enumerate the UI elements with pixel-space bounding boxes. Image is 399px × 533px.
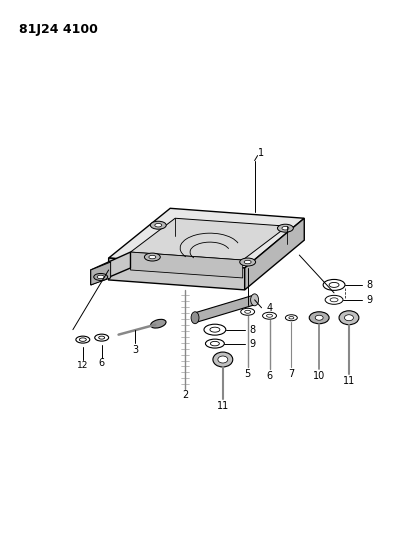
Ellipse shape — [263, 312, 277, 319]
Ellipse shape — [213, 352, 233, 367]
Ellipse shape — [79, 338, 86, 341]
Text: 7: 7 — [288, 369, 294, 379]
Polygon shape — [109, 208, 304, 268]
Ellipse shape — [267, 314, 273, 317]
Ellipse shape — [285, 315, 297, 321]
Ellipse shape — [329, 282, 339, 287]
Text: 6: 6 — [267, 372, 273, 382]
Polygon shape — [91, 252, 130, 285]
Ellipse shape — [309, 312, 329, 324]
Ellipse shape — [244, 260, 251, 264]
Text: 81J24 4100: 81J24 4100 — [19, 23, 98, 36]
Text: 4: 4 — [267, 303, 273, 313]
Ellipse shape — [210, 327, 220, 332]
Ellipse shape — [240, 258, 256, 266]
Ellipse shape — [339, 311, 359, 325]
Polygon shape — [130, 252, 243, 278]
Polygon shape — [91, 262, 111, 285]
Text: 12: 12 — [77, 361, 89, 370]
Text: 9: 9 — [250, 338, 256, 349]
Text: 11: 11 — [343, 376, 355, 386]
Ellipse shape — [344, 315, 354, 321]
Text: 5: 5 — [245, 369, 251, 379]
Polygon shape — [109, 258, 245, 290]
Ellipse shape — [277, 224, 293, 232]
Ellipse shape — [323, 279, 345, 290]
Polygon shape — [195, 295, 255, 322]
Ellipse shape — [245, 310, 251, 313]
Text: 1: 1 — [257, 148, 264, 158]
Text: 2: 2 — [182, 390, 188, 400]
Ellipse shape — [241, 308, 255, 315]
Polygon shape — [245, 218, 304, 290]
Ellipse shape — [251, 294, 259, 306]
Ellipse shape — [218, 356, 228, 363]
Ellipse shape — [289, 317, 294, 319]
Ellipse shape — [210, 341, 219, 346]
Ellipse shape — [149, 255, 156, 259]
Ellipse shape — [144, 253, 160, 261]
Ellipse shape — [315, 315, 323, 320]
Text: 9: 9 — [367, 295, 373, 305]
Ellipse shape — [155, 223, 162, 227]
Ellipse shape — [150, 221, 166, 229]
Ellipse shape — [191, 312, 199, 324]
Ellipse shape — [282, 227, 289, 230]
Ellipse shape — [205, 339, 224, 348]
Text: 3: 3 — [132, 344, 138, 354]
Ellipse shape — [330, 298, 338, 302]
Ellipse shape — [94, 273, 108, 280]
Ellipse shape — [325, 295, 343, 304]
Ellipse shape — [95, 334, 109, 341]
Text: 8: 8 — [250, 325, 256, 335]
Text: 6: 6 — [99, 359, 105, 368]
Ellipse shape — [150, 319, 166, 328]
Text: 8: 8 — [367, 280, 373, 290]
Ellipse shape — [204, 324, 226, 335]
Text: 11: 11 — [217, 401, 229, 411]
Ellipse shape — [99, 336, 105, 339]
Polygon shape — [130, 218, 287, 260]
Ellipse shape — [76, 336, 90, 343]
Ellipse shape — [97, 275, 104, 279]
Text: 10: 10 — [313, 372, 325, 382]
